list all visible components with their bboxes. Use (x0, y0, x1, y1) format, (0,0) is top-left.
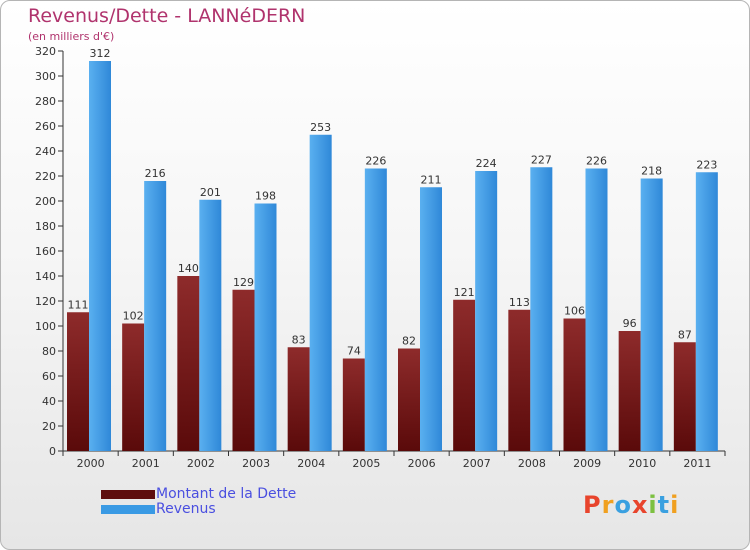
bar-revenus (640, 178, 663, 451)
bar-dette (563, 318, 586, 451)
value-label-dette: 111 (68, 298, 89, 311)
value-label-revenus: 201 (200, 186, 221, 199)
value-label-dette: 87 (678, 328, 692, 341)
x-tick-label: 2008 (518, 457, 546, 470)
y-tick-label: 140 (35, 270, 56, 283)
bar-dette (342, 358, 365, 451)
bar-revenus (199, 199, 222, 451)
logo-letter: i (670, 491, 680, 519)
bar-dette (67, 312, 89, 451)
logo-letter: o (614, 491, 632, 519)
chart-subtitle: (en milliers d'€) (28, 30, 115, 43)
bar-revenus (254, 203, 277, 451)
bar-dette (453, 299, 476, 451)
legend-swatch-debt (101, 490, 155, 499)
y-tick-label: 280 (35, 95, 56, 108)
bar-revenus (364, 168, 387, 451)
value-label-dette: 113 (509, 296, 530, 309)
bar-dette (177, 276, 200, 451)
legend-label-revenus: Revenus (156, 501, 216, 517)
x-tick-label: 2009 (573, 457, 601, 470)
legend-label-debt: Montant de la Dette (156, 486, 297, 502)
value-label-revenus: 224 (476, 157, 497, 170)
bar-dette (232, 289, 255, 451)
bar-revenus (89, 61, 111, 451)
y-tick-label: 260 (35, 120, 56, 133)
legend-swatch-revenus (101, 505, 155, 514)
value-label-dette: 121 (454, 286, 475, 299)
bar-revenus (420, 187, 442, 451)
y-tick-label: 300 (35, 70, 56, 83)
value-labels: 111 102 140 129 83 74 82 121 113 106 96 87 312 216 201… (68, 47, 718, 358)
value-label-revenus: 223 (696, 158, 717, 171)
logo-letter: i (648, 491, 658, 519)
value-label-dette: 83 (292, 333, 306, 346)
x-tick-label: 2005 (352, 457, 380, 470)
value-label-revenus: 216 (145, 167, 166, 180)
value-label-revenus: 226 (586, 155, 607, 168)
y-axis: 0 20 40 60 80 100 120 140 160 180 200 220 240 260 280 3… (35, 45, 64, 458)
value-label-revenus: 312 (90, 47, 111, 60)
y-tick-label: 180 (35, 220, 56, 233)
value-label-revenus: 226 (365, 155, 386, 168)
value-label-dette: 129 (233, 276, 254, 289)
x-tick-label: 2007 (463, 457, 491, 470)
proxiti-logo: Proxiti (583, 491, 679, 519)
bar-dette (398, 348, 420, 451)
bar-revenus (309, 134, 332, 451)
chart-title: Revenus/Dette - LANNéDERN (28, 5, 306, 27)
y-tick-label: 100 (35, 320, 56, 333)
value-label-revenus: 198 (255, 190, 276, 203)
bar-revenus (585, 168, 608, 451)
bar-revenus (475, 171, 498, 451)
x-tick-label: 2011 (683, 457, 711, 470)
y-tick-label: 200 (35, 195, 56, 208)
value-label-revenus: 218 (641, 165, 662, 178)
y-tick-label: 120 (35, 295, 56, 308)
y-tick-label: 220 (35, 170, 56, 183)
value-label-revenus: 227 (531, 153, 552, 166)
y-tick-label: 320 (35, 45, 56, 58)
logo-letter: P (583, 491, 602, 519)
bar-dette (618, 331, 641, 451)
y-tick-label: 160 (35, 245, 56, 258)
bar-dette (287, 347, 310, 451)
value-label-dette: 82 (402, 335, 416, 348)
bars (67, 61, 718, 451)
value-label-dette: 74 (347, 345, 361, 358)
logo-letter: x (631, 491, 649, 519)
value-label-revenus: 211 (421, 173, 442, 186)
logo-letter: r (601, 491, 615, 519)
value-label-dette: 106 (564, 305, 585, 318)
bar-chart: 0 20 40 60 80 100 120 140 160 180 200 220 240 260 280 3… (35, 45, 726, 470)
bar-dette (508, 309, 531, 451)
x-tick-label: 2002 (187, 457, 215, 470)
y-tick-label: 0 (49, 445, 56, 458)
bar-revenus (530, 167, 553, 451)
x-tick-label: 2006 (408, 457, 436, 470)
x-axis: 2000 2001 2002 2003 2004 2005 2006 2007 2008 2009… (62, 450, 726, 470)
value-label-revenus: 253 (310, 121, 331, 134)
y-tick-label: 60 (42, 370, 56, 383)
bar-revenus (695, 172, 718, 451)
x-tick-label: 2003 (242, 457, 270, 470)
logo-letter: t (657, 491, 671, 519)
value-label-dette: 102 (123, 310, 144, 323)
x-tick-label: 2004 (297, 457, 325, 470)
y-tick-label: 20 (42, 420, 56, 433)
bar-dette (122, 323, 145, 451)
y-tick-label: 80 (42, 345, 56, 358)
x-tick-label: 2001 (132, 457, 160, 470)
value-label-dette: 140 (178, 262, 199, 275)
bar-revenus (144, 181, 167, 451)
bar-dette (673, 342, 696, 451)
x-tick-label: 2010 (628, 457, 656, 470)
value-label-dette: 96 (623, 317, 637, 330)
y-tick-label: 40 (42, 395, 56, 408)
y-tick-label: 240 (35, 145, 56, 158)
x-tick-label: 2000 (77, 457, 105, 470)
